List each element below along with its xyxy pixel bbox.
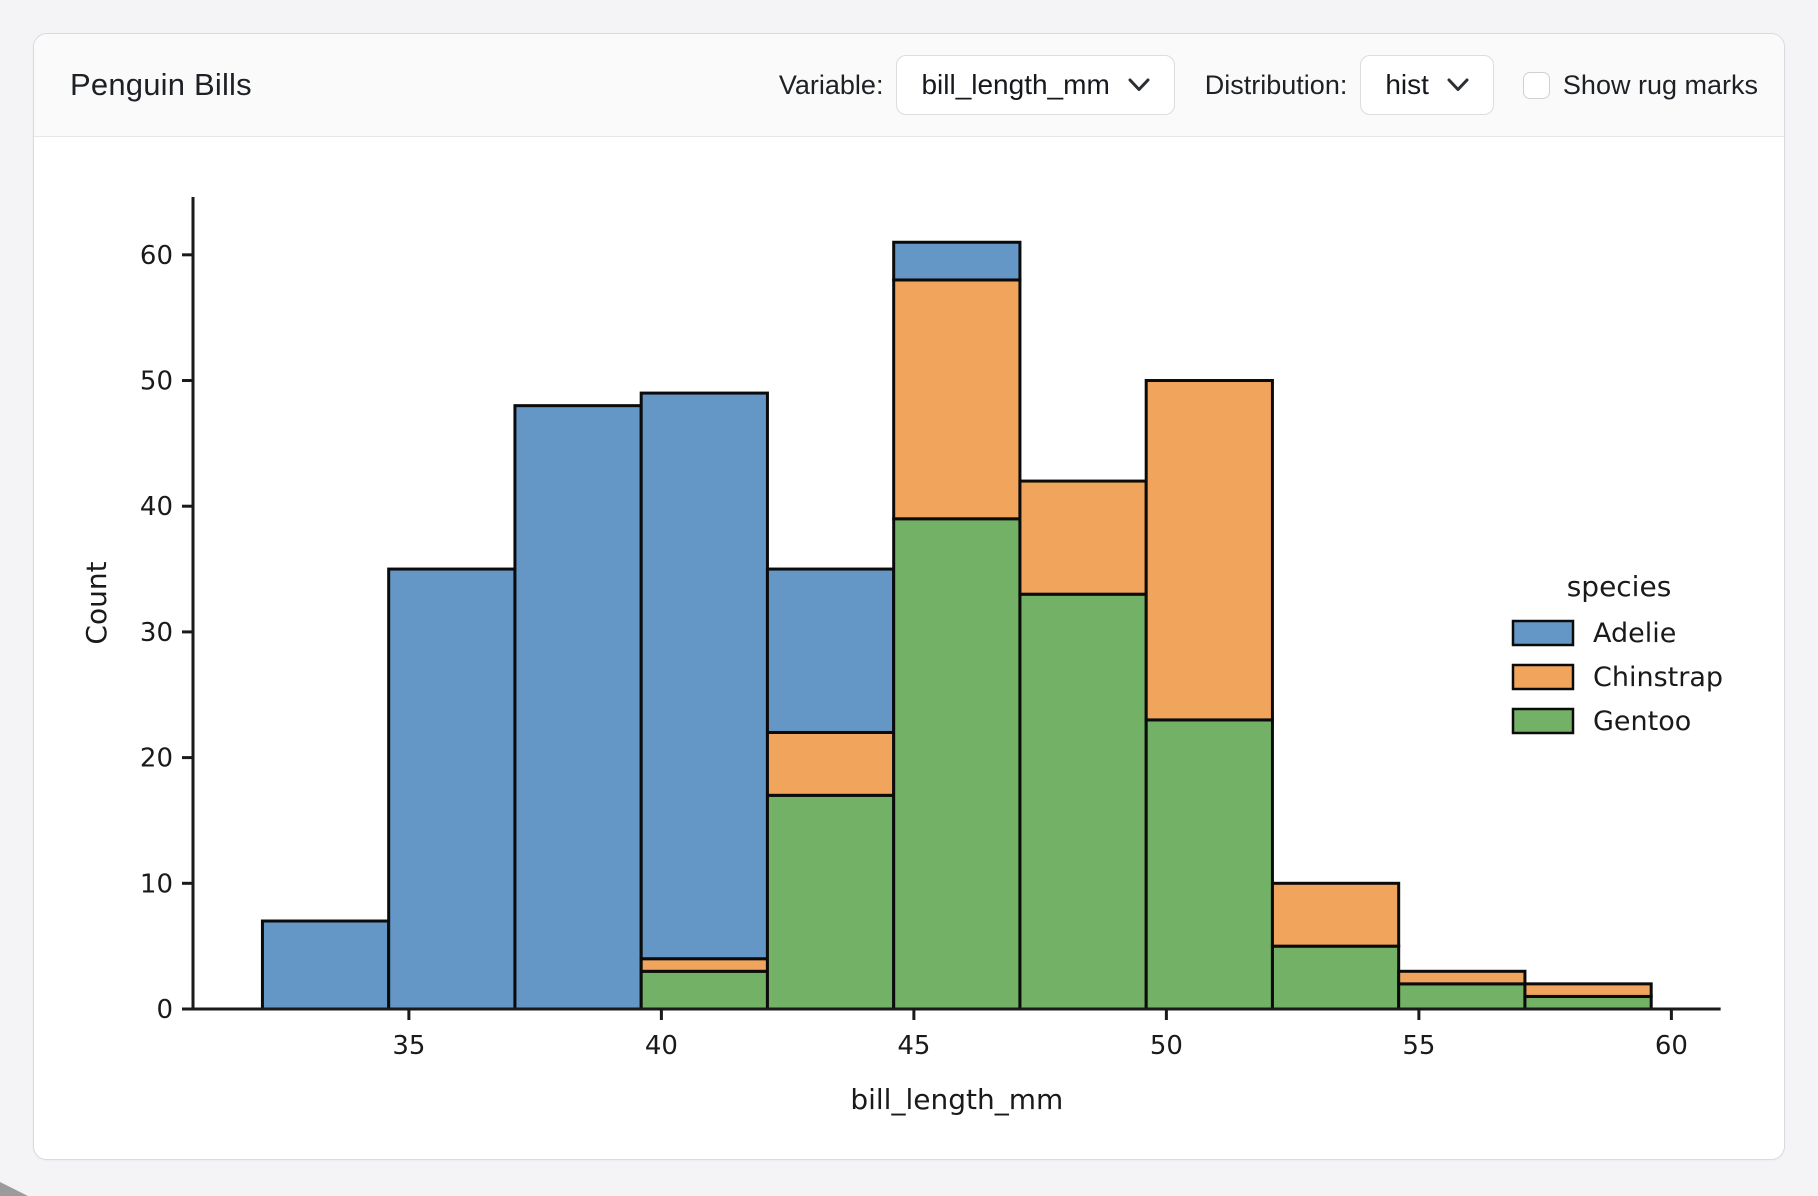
y-axis-tick-label: 30 <box>140 618 173 648</box>
y-axis-tick-label: 0 <box>156 995 173 1025</box>
distribution-select-value: hist <box>1385 69 1429 100</box>
legend-swatch-adelie <box>1511 619 1575 647</box>
variable-select[interactable]: bill_length_mm <box>896 55 1175 115</box>
bar-segment-gentoo <box>639 969 769 1011</box>
legend-label: Gentoo <box>1593 706 1691 737</box>
x-axis-tick-label: 50 <box>1150 1031 1183 1061</box>
card-body: 0 10 20 30 40 50 60 35 40 45 50 55 60 Count bill_lengt… <box>34 137 1784 1159</box>
bar-segment-adelie <box>260 919 391 1011</box>
legend-swatch-chinstrap <box>1511 663 1575 691</box>
variable-select-value: bill_length_mm <box>921 69 1110 100</box>
page-title: Penguin Bills <box>70 67 252 102</box>
show-rug-label: Show rug marks <box>1562 69 1758 100</box>
penguin-bills-card: Penguin Bills Variable: bill_length_mm D… <box>33 33 1785 1160</box>
bar-segment-chinstrap <box>1144 379 1274 722</box>
y-axis-label: Count <box>80 561 113 644</box>
x-axis-tick-label: 60 <box>1655 1031 1688 1061</box>
y-axis-tick-label: 20 <box>140 744 173 774</box>
legend-label: Chinstrap <box>1593 662 1723 693</box>
x-axis-tick-label: 45 <box>897 1031 930 1061</box>
bar-segment-gentoo <box>1523 994 1653 1011</box>
bar-segment-gentoo <box>1018 592 1148 1011</box>
bar-segment-chinstrap <box>1397 969 1527 986</box>
window-corner-artifact <box>0 1182 28 1196</box>
x-axis-tick-label: 35 <box>392 1031 425 1061</box>
legend-label: Adelie <box>1593 618 1676 649</box>
x-axis-tick-label: 40 <box>645 1031 678 1061</box>
bar-segment-chinstrap <box>892 278 1022 521</box>
bar-segment-chinstrap <box>1523 982 1653 998</box>
bar-segment-chinstrap <box>639 957 769 973</box>
x-axis-label: bill_length_mm <box>850 1083 1063 1116</box>
distribution-label: Distribution: <box>1204 69 1348 100</box>
bar-segment-gentoo <box>765 793 896 1011</box>
header-controls: Variable: bill_length_mm Distribution: h… <box>779 55 1758 115</box>
bar-segment-adelie <box>892 240 1022 282</box>
y-axis-tick-label: 40 <box>140 492 173 522</box>
bar-segment-gentoo <box>1397 982 1527 1011</box>
bar-segment-adelie <box>513 404 643 1011</box>
bar-segment-gentoo <box>1144 718 1274 1011</box>
card-header: Penguin Bills Variable: bill_length_mm D… <box>34 34 1784 137</box>
bar-segment-chinstrap <box>1018 479 1148 596</box>
chevron-down-icon <box>1128 78 1150 91</box>
distribution-select[interactable]: hist <box>1360 55 1494 115</box>
y-axis-tick-label: 10 <box>140 869 173 899</box>
bar-segment-chinstrap <box>765 730 896 797</box>
bar-segment-gentoo <box>892 517 1022 1011</box>
y-axis-tick-label: 60 <box>140 241 173 271</box>
y-axis-tick-label: 50 <box>140 367 173 397</box>
legend-swatch-gentoo <box>1511 707 1575 735</box>
x-axis-tick-label: 55 <box>1402 1031 1435 1061</box>
legend-title: species <box>1567 570 1672 603</box>
bar-segment-adelie <box>765 567 896 734</box>
show-rug-checkbox[interactable] <box>1522 71 1550 99</box>
bar-segment-chinstrap <box>1270 881 1401 948</box>
histogram-plot: 0 10 20 30 40 50 60 35 40 45 50 55 60 Count bill_lengt… <box>80 197 1723 1116</box>
bar-segment-adelie <box>387 567 517 1011</box>
chevron-down-icon <box>1447 78 1469 91</box>
bar-segment-gentoo <box>1270 944 1401 1011</box>
variable-label: Variable: <box>778 69 884 100</box>
bar-segment-adelie <box>639 391 769 961</box>
